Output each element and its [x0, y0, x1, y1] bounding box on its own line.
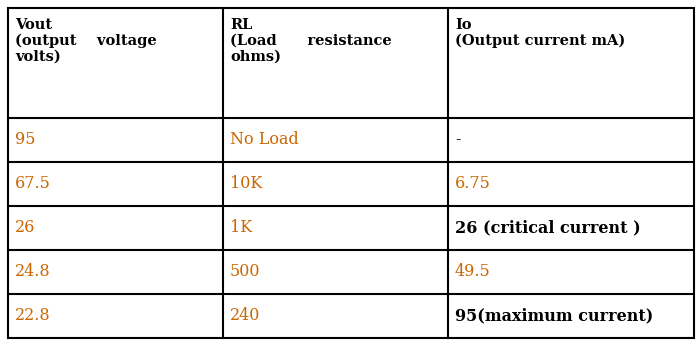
- Text: (Load      resistance: (Load resistance: [230, 34, 392, 48]
- Text: 500: 500: [230, 263, 260, 280]
- Text: Io: Io: [455, 18, 471, 32]
- Text: (output    voltage: (output voltage: [15, 34, 157, 48]
- Text: 24.8: 24.8: [15, 263, 51, 280]
- Text: (Output current mA): (Output current mA): [455, 34, 625, 48]
- Text: 26 (critical current ): 26 (critical current ): [455, 219, 640, 236]
- Text: 95: 95: [15, 131, 35, 148]
- Text: ohms): ohms): [230, 50, 281, 64]
- Text: volts): volts): [15, 50, 61, 64]
- Text: 1K: 1K: [230, 219, 252, 236]
- Text: 67.5: 67.5: [15, 176, 51, 193]
- Text: 6.75: 6.75: [455, 176, 491, 193]
- Text: 10K: 10K: [230, 176, 262, 193]
- Text: Vout: Vout: [15, 18, 52, 32]
- Text: 95(maximum current): 95(maximum current): [455, 308, 654, 325]
- Text: RL: RL: [230, 18, 253, 32]
- Text: No Load: No Load: [230, 131, 299, 148]
- Text: 49.5: 49.5: [455, 263, 491, 280]
- Text: -: -: [455, 131, 461, 148]
- Text: 240: 240: [230, 308, 260, 325]
- Text: 26: 26: [15, 219, 35, 236]
- Text: 22.8: 22.8: [15, 308, 51, 325]
